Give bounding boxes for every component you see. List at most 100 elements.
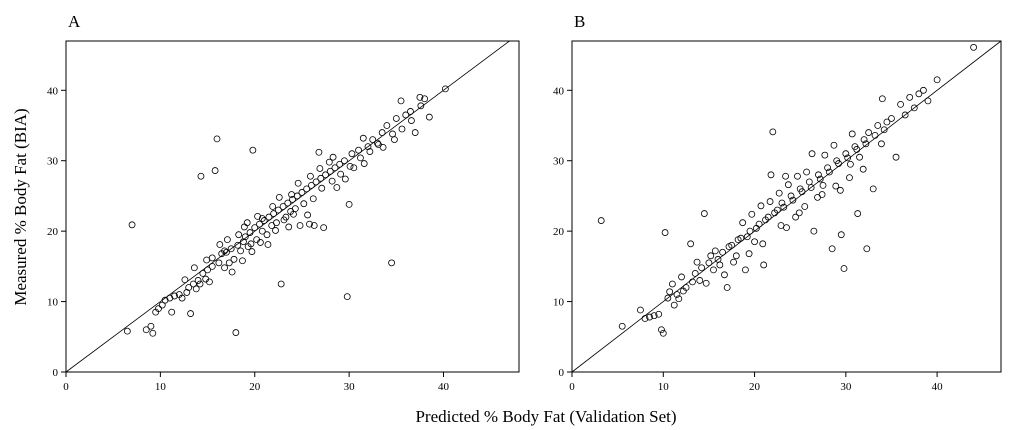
y-tick-label: 0 [559, 367, 565, 379]
data-point [336, 160, 344, 168]
data-point [227, 245, 235, 253]
data-point [739, 219, 747, 227]
data-point [661, 229, 669, 236]
data-point [290, 210, 297, 218]
data-point [257, 239, 264, 246]
data-point [279, 203, 287, 210]
data-point [211, 167, 219, 174]
panel-b: B 0 10 20 30 40 0 10 20 30 40 [553, 12, 1002, 393]
data-point [777, 222, 785, 229]
data-point [350, 164, 358, 172]
data-point [723, 284, 731, 291]
data-point [366, 148, 374, 155]
data-point [296, 222, 304, 229]
x-tick-label: 20 [749, 381, 761, 393]
data-point [228, 268, 236, 276]
data-point [397, 97, 405, 105]
data-point [745, 250, 753, 258]
y-tick-label: 10 [47, 297, 59, 309]
data-point [237, 247, 244, 255]
data-point [318, 184, 326, 192]
x-tick-label: 0 [569, 381, 575, 393]
data-point [270, 210, 278, 217]
data-point [664, 294, 672, 302]
data-point [830, 141, 838, 149]
data-point [780, 203, 788, 211]
data-point [183, 289, 191, 296]
data-point [221, 264, 228, 272]
data-point [254, 212, 261, 220]
data-point [846, 174, 853, 182]
data-point [391, 136, 398, 143]
x-tick-label: 40 [438, 381, 450, 393]
data-point [689, 278, 696, 286]
data-point [883, 118, 891, 126]
data-point [835, 160, 842, 167]
x-tick-label: 0 [63, 381, 69, 393]
data-point [860, 136, 868, 143]
data-point [792, 213, 800, 221]
data-point [288, 191, 295, 198]
y-tick-label: 30 [553, 156, 565, 168]
data-point [251, 224, 259, 232]
data-point [789, 196, 797, 204]
data-point [732, 252, 740, 260]
data-point [337, 170, 345, 178]
x-tick-label: 40 [932, 381, 944, 393]
data-point [778, 199, 786, 207]
data-point [402, 111, 410, 119]
data-point [149, 329, 157, 337]
x-tick-label: 30 [840, 381, 852, 393]
data-point [888, 115, 895, 122]
data-point [782, 172, 789, 180]
data-point [787, 192, 795, 200]
data-point [171, 292, 178, 300]
data-point [759, 240, 767, 248]
panel-label: B [574, 12, 585, 31]
x-axis-title: Predicted % Body Fat (Validation Set) [415, 407, 676, 426]
data-point [246, 229, 254, 236]
data-point [223, 248, 230, 256]
x-tick-label: 10 [658, 381, 670, 393]
data-point [235, 231, 243, 239]
data-point [407, 108, 414, 115]
y-tick-label: 20 [553, 226, 565, 238]
data-point [819, 181, 827, 189]
data-point [249, 146, 257, 154]
data-point [194, 277, 202, 284]
data-point [388, 259, 395, 267]
data-point [417, 102, 425, 110]
data-point [897, 100, 904, 108]
data-point [766, 198, 774, 205]
data-point [844, 154, 852, 162]
data-point [650, 312, 658, 320]
y-tick-label: 30 [47, 156, 59, 168]
panel-a: A 0 10 20 30 40 0 10 20 30 40 [47, 12, 520, 393]
data-point [837, 231, 845, 239]
data-point [155, 305, 162, 313]
data-point [239, 257, 246, 265]
data-point [840, 265, 848, 272]
data-point [702, 279, 710, 287]
data-point [232, 329, 240, 336]
data-point [294, 179, 302, 187]
data-point [836, 186, 844, 194]
data-point [696, 277, 704, 284]
data-point [848, 130, 856, 138]
data-point [223, 236, 231, 244]
data-point [178, 294, 186, 302]
data-point [274, 206, 282, 214]
data-point [425, 113, 433, 121]
data-point [865, 129, 873, 136]
data-point [360, 160, 368, 167]
y-tick-label: 0 [53, 367, 59, 379]
data-point [234, 241, 242, 249]
data-point [272, 227, 279, 234]
data-point [666, 288, 674, 296]
panel-label: A [68, 12, 81, 31]
data-point [421, 95, 429, 103]
data-point [814, 193, 821, 201]
data-point [678, 273, 685, 281]
data-point [658, 326, 665, 334]
data-point [794, 172, 801, 180]
